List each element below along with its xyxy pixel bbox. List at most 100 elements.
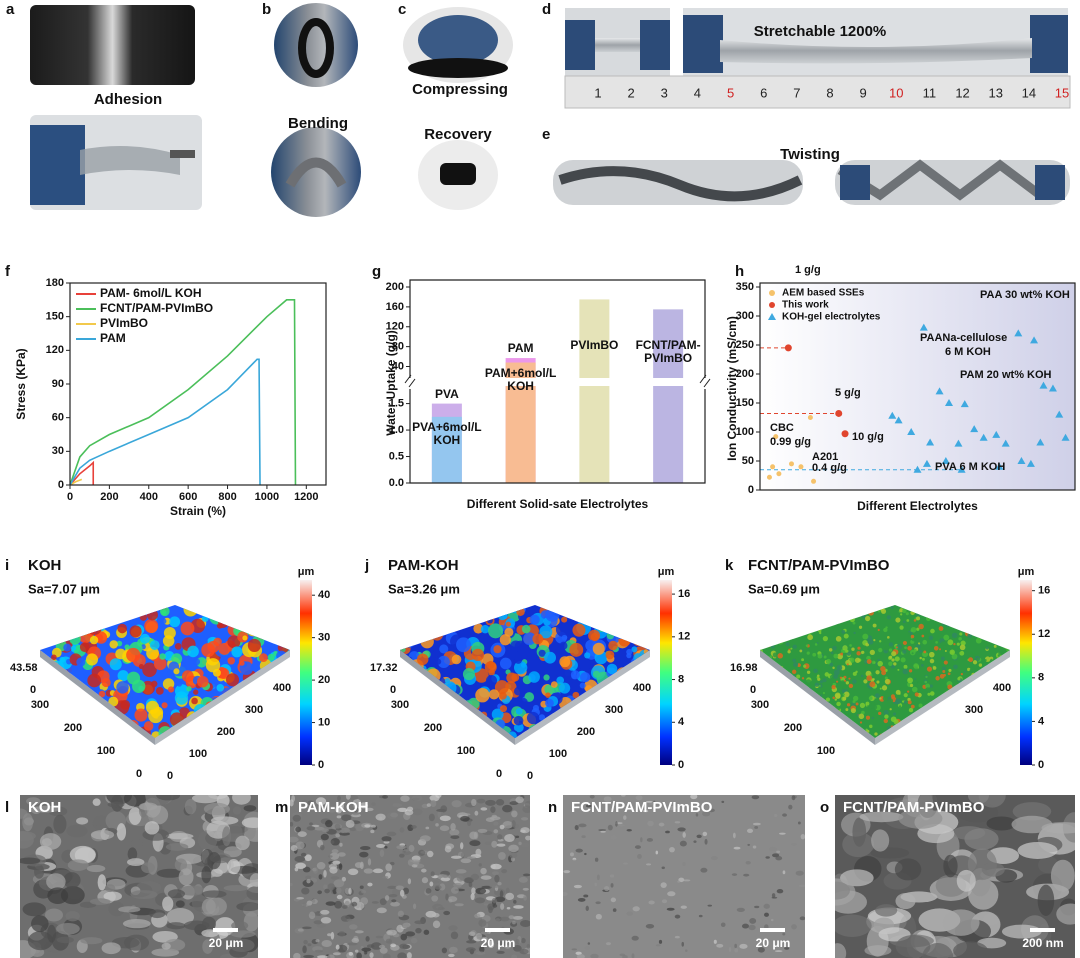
sem-title: FCNT/PAM-PVImBO	[843, 799, 985, 816]
texture-dot	[847, 605, 851, 609]
texture-dot	[108, 611, 117, 620]
texture-dot	[949, 649, 955, 655]
texture-grain	[384, 845, 388, 849]
panel-letter: k	[725, 557, 734, 574]
texture-grain	[367, 882, 373, 887]
texture-dot	[248, 684, 264, 700]
texture-dot	[126, 647, 141, 663]
texture-grain	[469, 840, 481, 847]
texture-dot	[907, 633, 911, 636]
texture-dot	[62, 680, 75, 694]
texture-dot	[926, 687, 930, 691]
texture-grain	[302, 866, 311, 873]
texture-grain	[477, 828, 488, 833]
texture-dot	[787, 619, 792, 624]
texture-dot	[144, 619, 159, 633]
texture-dot	[93, 711, 103, 721]
texture-dot	[225, 673, 240, 687]
bar-label-box: PVA+6mol/L KOH	[412, 421, 481, 447]
texture-grain	[47, 887, 69, 905]
texture-dot	[760, 715, 763, 720]
point	[957, 465, 966, 473]
x-axis-label: Different Electrolytes	[857, 499, 978, 513]
texture-grain	[392, 803, 403, 807]
texture-dot	[891, 658, 895, 662]
texture-dot	[965, 730, 970, 736]
texture-grain	[327, 933, 332, 937]
texture-dot	[801, 610, 806, 615]
axis-label: 200	[424, 722, 442, 734]
texture-grain	[475, 848, 482, 857]
texture-dot	[515, 707, 523, 715]
texture-dot	[970, 694, 977, 700]
texture-dot	[822, 691, 826, 695]
texture-dot	[628, 717, 643, 731]
texture-grain	[390, 901, 400, 907]
texture-dot	[249, 721, 261, 732]
texture-grain	[449, 829, 460, 836]
texture-dot	[632, 632, 646, 647]
texture-dot	[917, 728, 921, 733]
texture-grain	[640, 837, 643, 843]
texture-grain	[776, 850, 781, 854]
texture-dot	[862, 633, 869, 640]
texture-dot	[623, 605, 637, 612]
texture-dot	[928, 607, 934, 613]
texture-dot	[817, 653, 823, 659]
texture-dot	[109, 658, 122, 671]
texture-dot	[204, 605, 217, 618]
texture-grain	[382, 875, 389, 879]
texture-dot	[856, 713, 859, 717]
texture-dot	[545, 698, 554, 708]
texture-dot	[559, 656, 571, 668]
axis-label: 0	[527, 770, 533, 782]
texture-grain	[345, 795, 351, 800]
texture-grain	[683, 879, 691, 882]
texture-dot	[816, 675, 820, 679]
texture-dot	[923, 720, 929, 725]
texture-grain	[327, 855, 333, 858]
texture-grain	[232, 806, 242, 815]
texture-dot	[636, 727, 646, 736]
texture-grain	[414, 920, 425, 925]
texture-grain	[751, 795, 760, 800]
sem-title: FCNT/PAM-PVImBO	[571, 799, 713, 816]
texture-dot	[854, 657, 861, 663]
texture-dot	[956, 718, 960, 721]
texture-grain	[702, 811, 711, 817]
texture-grain	[480, 931, 490, 935]
texture-grain	[308, 911, 316, 920]
texture-grain	[317, 890, 322, 895]
texture-dot	[592, 670, 601, 678]
texture-dot	[998, 641, 1004, 647]
legend-label: PAM- 6mol/L KOH	[100, 286, 202, 300]
texture-grain	[502, 804, 513, 813]
texture-grain	[508, 844, 519, 853]
texture-grain	[425, 888, 432, 894]
y-tick-label: 90	[52, 378, 64, 390]
texture-dot	[775, 605, 780, 610]
texture-dot	[813, 605, 820, 612]
texture-dot	[959, 644, 966, 651]
texture-dot	[845, 649, 849, 653]
texture-dot	[985, 716, 988, 719]
texture-grain	[480, 807, 488, 811]
ruler-number: 6	[760, 85, 767, 100]
texture-dot	[624, 606, 634, 616]
texture-dot	[779, 617, 783, 621]
texture-dot	[765, 641, 772, 648]
texture-dot	[956, 698, 960, 702]
texture-grain	[658, 822, 665, 827]
texture-grain	[241, 817, 258, 829]
texture-grain	[667, 891, 676, 897]
axis-label: 100	[97, 745, 115, 757]
texture-dot	[948, 620, 953, 626]
texture-grain	[661, 866, 665, 870]
texture-dot	[963, 670, 966, 673]
texture-dot	[76, 657, 86, 667]
texture-dot	[920, 663, 924, 667]
texture-dot	[770, 680, 777, 686]
texture-dot	[539, 625, 553, 639]
texture-dot	[52, 684, 62, 695]
texture-dot	[947, 700, 952, 705]
